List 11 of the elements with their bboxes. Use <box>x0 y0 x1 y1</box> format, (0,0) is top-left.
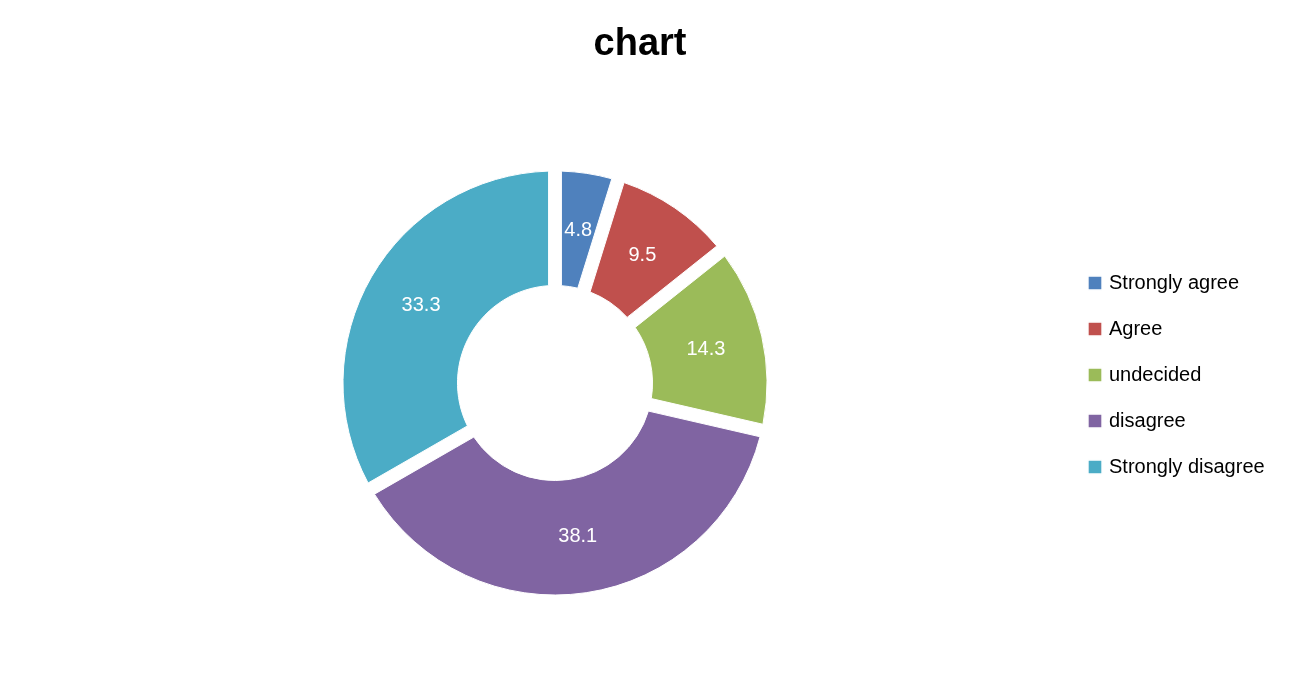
legend-label: Agree <box>1109 317 1163 339</box>
data-label: 4.8 <box>564 218 593 240</box>
data-label: 14.3 <box>686 336 726 359</box>
chart-title: chart <box>593 21 687 63</box>
legend-label: Strongly agree <box>1109 271 1240 293</box>
legend-label: undecided <box>1109 363 1202 385</box>
data-label: 38.1 <box>558 524 598 547</box>
legend-label: disagree <box>1109 409 1186 431</box>
data-label: 9.5 <box>628 243 657 266</box>
legend-label: Strongly disagree <box>1109 455 1265 477</box>
data-label: 33.3 <box>401 293 441 316</box>
